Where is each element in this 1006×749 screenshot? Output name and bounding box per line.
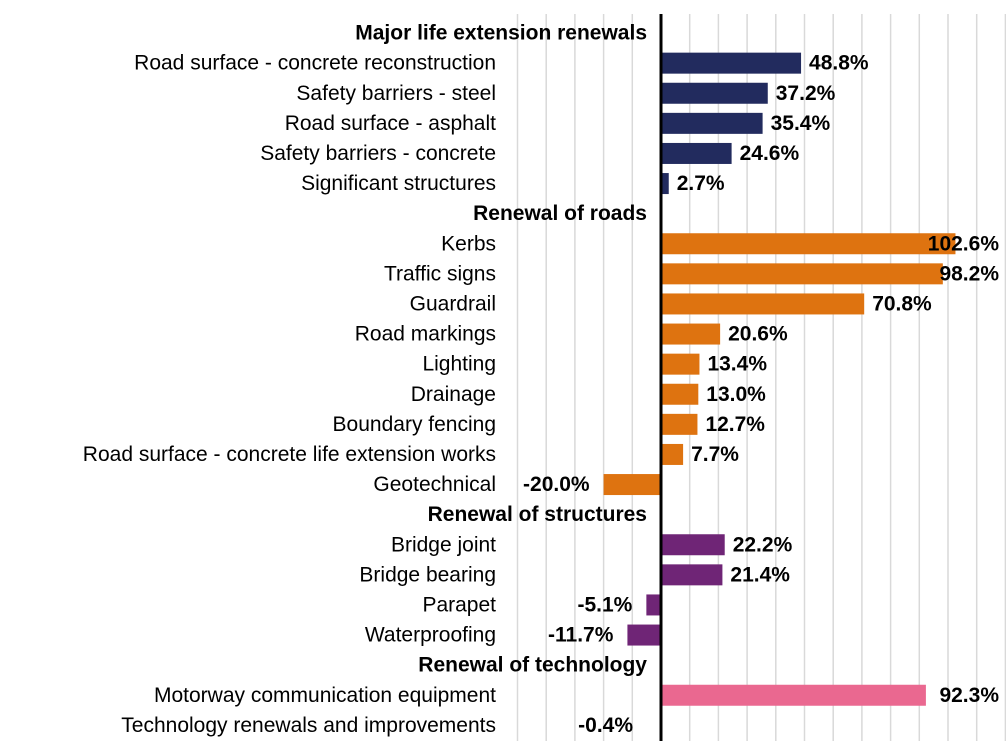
category-label: Safety barriers - steel [296, 82, 496, 105]
value-label: 13.0% [706, 383, 766, 406]
category-label: Traffic signs [384, 262, 496, 285]
value-label: 37.2% [776, 82, 836, 105]
category-label: Road surface - asphalt [285, 112, 496, 135]
value-label: 102.6% [928, 232, 1000, 255]
bar [661, 173, 669, 195]
value-label: 70.8% [872, 292, 932, 315]
category-label: Boundary fencing [333, 413, 496, 436]
bar [661, 142, 732, 164]
category-label: Drainage [411, 383, 496, 406]
bar [661, 263, 943, 285]
group-header: Renewal of roads [473, 202, 647, 225]
bar [661, 82, 768, 104]
category-label: Lighting [422, 353, 496, 376]
category-label: Waterproofing [365, 624, 496, 647]
bar [661, 564, 723, 586]
value-label: 24.6% [740, 142, 800, 165]
bar [603, 474, 661, 496]
value-label: -5.1% [578, 593, 633, 616]
category-label: Parapet [422, 593, 496, 616]
category-label: Bridge joint [391, 533, 496, 556]
value-labels: 48.8% 37.2% 35.4% 24.6% 2.7% 102.6% 98.2% 70.8%… [523, 52, 999, 737]
value-label: 20.6% [728, 323, 788, 346]
value-label: 13.4% [707, 353, 767, 376]
value-label: 7.7% [691, 443, 739, 466]
bar [661, 323, 721, 345]
category-label: Kerbs [441, 232, 496, 255]
bar [661, 684, 926, 706]
group-header: Major life extension renewals [355, 22, 647, 45]
bar [661, 112, 763, 134]
group-header: Renewal of technology [418, 654, 647, 677]
value-label: -11.7% [548, 624, 614, 647]
value-label: 98.2% [939, 262, 999, 285]
gridlines [516, 14, 1006, 741]
category-labels: Major life extension renewals Road surfac… [83, 22, 648, 737]
bar [661, 413, 698, 435]
bars [603, 52, 956, 736]
bar [661, 52, 802, 74]
value-label: 2.7% [677, 172, 725, 195]
value-label: 12.7% [705, 413, 765, 436]
bar [661, 233, 956, 255]
bar [646, 594, 661, 616]
value-label: 92.3% [939, 684, 999, 707]
bar [661, 293, 865, 315]
value-label: 48.8% [809, 52, 869, 75]
bar [661, 383, 699, 405]
bar [661, 353, 700, 375]
category-label: Road surface - concrete reconstruction [134, 52, 496, 75]
value-label: 22.2% [733, 533, 793, 556]
category-label: Road surface - concrete life extension w… [83, 443, 496, 466]
value-label: -0.4% [578, 714, 633, 737]
category-label: Safety barriers - concrete [260, 142, 496, 165]
value-label: 35.4% [771, 112, 831, 135]
bar [661, 443, 684, 465]
value-label: 21.4% [730, 563, 790, 586]
category-label: Bridge bearing [359, 563, 496, 586]
value-label: -20.0% [523, 473, 590, 496]
category-label: Guardrail [410, 292, 496, 315]
category-label: Significant structures [301, 172, 496, 195]
category-label: Motorway communication equipment [154, 684, 496, 707]
category-label: Technology renewals and improvements [121, 714, 496, 737]
group-header: Renewal of structures [428, 503, 647, 526]
bar [661, 534, 725, 556]
category-label: Road markings [355, 323, 496, 346]
category-label: Geotechnical [373, 473, 496, 496]
bar [627, 624, 661, 646]
